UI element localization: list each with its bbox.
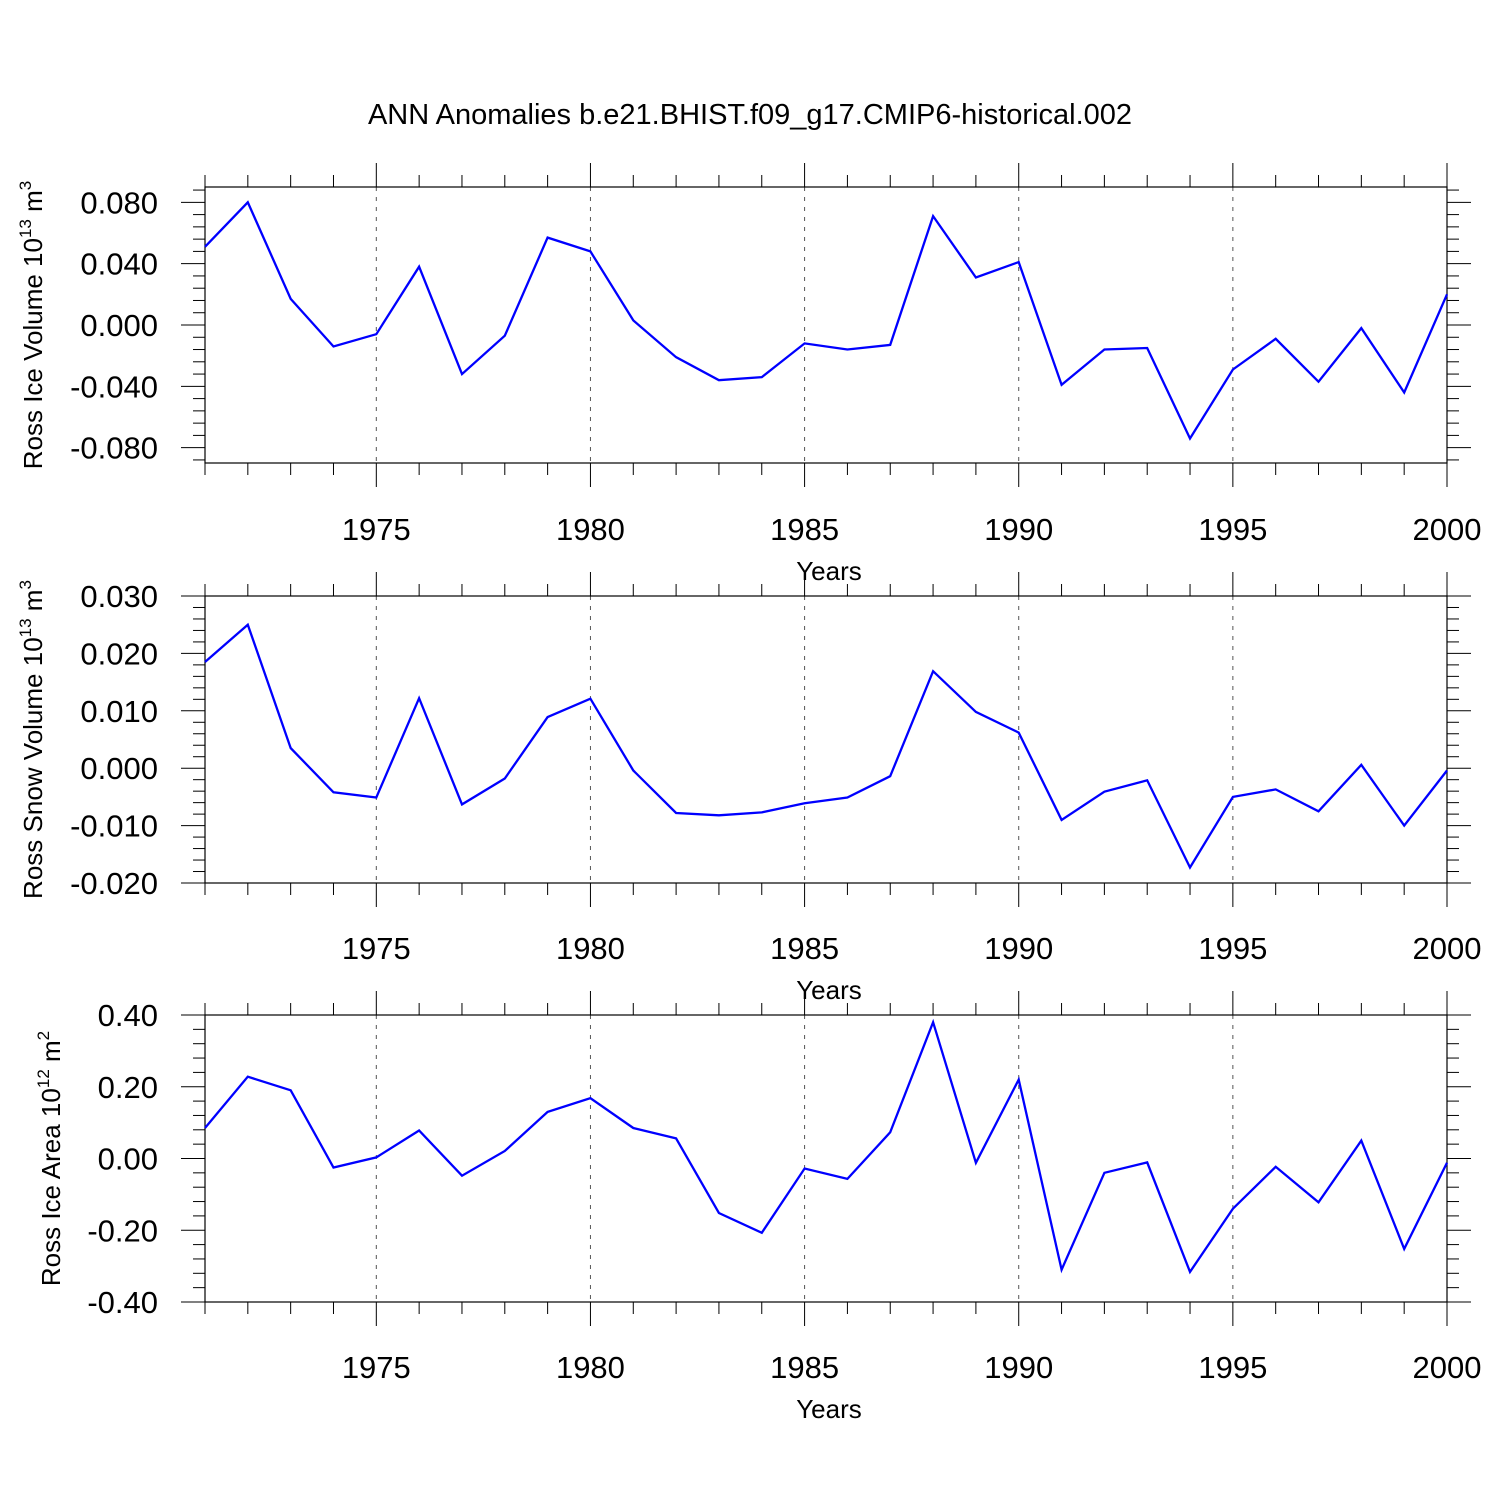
y-axis-title-unit-exponent: 2 [34,1031,53,1040]
x-tick-label: 1975 [342,1350,411,1385]
series-line [204,622,1448,870]
y-tick-label: -0.20 [87,1213,158,1248]
y-tick-label: -0.010 [70,809,158,844]
series-line [204,200,1449,441]
x-tick-label: 1980 [556,931,625,966]
x-axis-title: Years [796,556,862,586]
y-tick-label: 0.010 [80,694,158,729]
x-tick-label: 1980 [556,1350,625,1385]
y-axis-title: Ross Snow Volume 1013 m3 [16,580,48,899]
x-tick-label: 1985 [770,1350,839,1385]
x-tick-label: 2000 [1413,931,1482,966]
y-tick-label: 0.40 [98,998,158,1033]
x-tick-label: 1990 [984,512,1053,547]
y-axis-title-text: Ross Ice Volume 10 [18,238,48,469]
panel-snow-volume: 1975 1980 1985 1990 1995 2000 Years 0.030 0.020 0… [16,572,1481,1005]
panel-ice-volume: 1975 1980 1985 1990 1995 2000 Years 0.080 0.040 0… [16,163,1481,586]
y-axis-title: Ross Ice Area 1012 m2 [34,1031,66,1286]
x-tick-label: 1995 [1198,931,1267,966]
x-tick-label: 1995 [1198,512,1267,547]
series-line [204,1018,1449,1275]
y-axis-title-exponent: 13 [16,219,35,238]
y-axis-title-unit: m [18,590,48,619]
x-tick-label: 1995 [1198,1350,1267,1385]
y-tick-label: -0.040 [70,369,158,404]
x-tick-label: 2000 [1413,1350,1482,1385]
plot-frame [204,1014,1448,1303]
y-tick-label: 0.020 [80,636,158,671]
x-tick-label: 1975 [342,931,411,966]
chart-title: ANN Anomalies b.e21.BHIST.f09_g17.CMIP6-… [368,99,1132,131]
panel-ice-area: 1975 1980 1985 1990 1995 2000 Years 0.40 0.20 0.0… [34,991,1481,1424]
x-tick-label: 1980 [556,512,625,547]
x-tick-label: 1990 [984,931,1053,966]
y-tick-label: -0.40 [87,1285,158,1320]
y-axis-title-unit-exponent: 3 [16,580,35,589]
x-tick-label: 1985 [770,931,839,966]
y-axis-title-text: Ross Snow Volume 10 [18,637,48,899]
y-tick-label: 0.080 [80,185,158,220]
y-tick-label: -0.080 [70,431,158,466]
y-axis-title-exponent: 13 [16,618,35,637]
y-axis-title: Ross Ice Volume 1013 m3 [16,181,48,470]
y-axis-title-text: Ross Ice Area 10 [36,1088,66,1286]
y-tick-label: 0.040 [80,247,158,282]
y-axis-title-unit: m [18,190,48,219]
y-tick-label: 0.20 [98,1070,158,1105]
y-axis-title-exponent: 12 [34,1069,53,1088]
x-axis-title: Years [796,1394,862,1424]
x-axis-title: Years [796,975,862,1005]
y-axis-title-unit-exponent: 3 [16,181,35,190]
y-axis-title-unit: m [36,1040,66,1069]
plot-frame [204,186,1448,464]
x-tick-label: 1975 [342,512,411,547]
y-tick-label: 0.000 [80,751,158,786]
x-tick-label: 1985 [770,512,839,547]
y-tick-label: 0.00 [98,1142,158,1177]
y-tick-label: -0.020 [70,866,158,901]
y-tick-label: 0.000 [80,308,158,343]
x-tick-label: 2000 [1413,512,1482,547]
y-tick-label: 0.030 [80,579,158,614]
x-tick-label: 1990 [984,1350,1053,1385]
plot-frame [204,595,1448,884]
